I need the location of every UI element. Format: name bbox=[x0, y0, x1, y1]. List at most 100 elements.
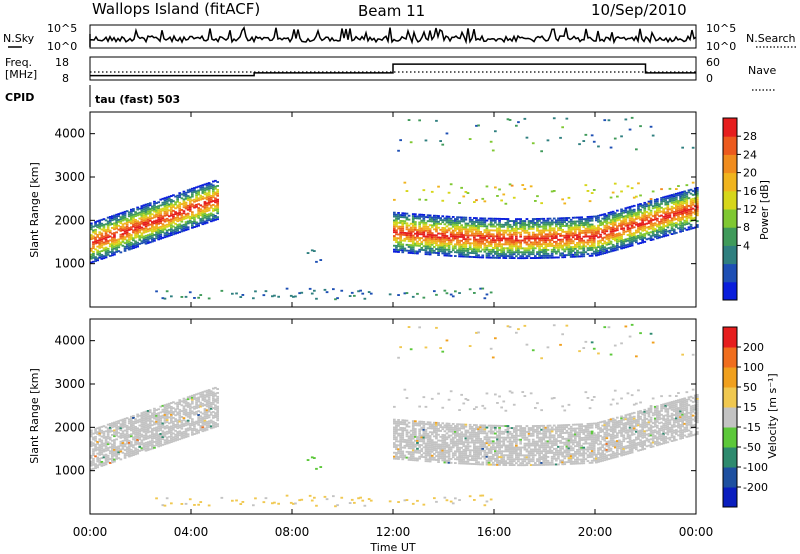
velocity-cell bbox=[416, 451, 419, 454]
velocity-cell bbox=[172, 420, 175, 423]
power-cell bbox=[506, 227, 510, 230]
power-cell bbox=[464, 234, 468, 237]
velocity-cell bbox=[203, 400, 207, 403]
power-cell bbox=[167, 221, 171, 223]
power-cell bbox=[207, 215, 211, 218]
power-cell bbox=[515, 226, 518, 228]
power-cell bbox=[186, 208, 190, 211]
power-cell bbox=[622, 244, 626, 247]
power-cell bbox=[630, 238, 634, 241]
velocity-cell bbox=[409, 348, 413, 351]
power-cell bbox=[687, 212, 691, 215]
power-cell bbox=[656, 223, 659, 226]
power-cell bbox=[696, 214, 699, 217]
power-cell bbox=[656, 213, 659, 216]
velocity-cell bbox=[203, 423, 207, 426]
power-cell bbox=[132, 215, 135, 218]
power-cell bbox=[454, 247, 457, 250]
power-cell bbox=[447, 219, 451, 222]
velocity-cell bbox=[193, 407, 196, 410]
velocity-cell bbox=[186, 413, 190, 416]
velocity-cell bbox=[428, 442, 432, 445]
power-cell bbox=[140, 228, 144, 231]
velocity-cell bbox=[108, 446, 112, 449]
velocity-cell bbox=[96, 464, 99, 467]
power-cell bbox=[125, 247, 129, 250]
power-cell bbox=[651, 222, 655, 225]
power-cell bbox=[155, 223, 158, 226]
power-cell bbox=[207, 201, 211, 204]
power-cell bbox=[430, 238, 434, 240]
power-cell bbox=[632, 208, 636, 211]
power-cell bbox=[399, 231, 402, 234]
power-cell bbox=[460, 239, 463, 242]
power-cell bbox=[645, 216, 649, 219]
power-cell bbox=[449, 231, 453, 234]
power-cell bbox=[527, 235, 531, 238]
velocity-cell bbox=[449, 450, 453, 453]
velocity-cell bbox=[151, 412, 154, 415]
power-cell bbox=[443, 223, 447, 226]
velocity-cell bbox=[159, 436, 163, 439]
velocity-cell bbox=[140, 423, 144, 426]
power-cell bbox=[195, 192, 198, 195]
velocity-cell bbox=[414, 420, 417, 423]
power-cell bbox=[416, 215, 419, 218]
velocity-cell bbox=[125, 454, 129, 457]
power-cell bbox=[586, 253, 590, 255]
power-cell bbox=[483, 229, 487, 232]
velocity-cell bbox=[148, 417, 152, 419]
power-cell bbox=[195, 223, 198, 226]
power-cell bbox=[407, 228, 411, 231]
velocity-cell bbox=[205, 395, 209, 398]
power-cell bbox=[393, 239, 396, 241]
velocity-cell bbox=[94, 467, 97, 469]
velocity-cell bbox=[422, 424, 426, 427]
power-cell bbox=[491, 233, 495, 236]
velocity-cell bbox=[445, 424, 449, 427]
power-cell bbox=[601, 252, 604, 255]
velocity-cell bbox=[451, 432, 455, 435]
power-cell bbox=[580, 218, 583, 221]
velocity-cell bbox=[182, 407, 186, 410]
velocity-cell bbox=[203, 419, 207, 422]
velocity-cell bbox=[454, 450, 457, 453]
power-cell bbox=[422, 219, 426, 222]
power-cell bbox=[140, 216, 144, 219]
power-cell bbox=[603, 215, 607, 217]
power-cell bbox=[502, 255, 506, 257]
power-cell bbox=[460, 253, 463, 256]
velocity-cell bbox=[294, 502, 297, 505]
power-cell bbox=[670, 225, 674, 228]
power-cell bbox=[115, 250, 118, 253]
power-cell bbox=[685, 193, 689, 196]
power-cell bbox=[620, 214, 623, 217]
velocity-cell bbox=[151, 430, 154, 432]
power-cell bbox=[184, 229, 188, 231]
velocity-cell bbox=[106, 447, 110, 449]
power-cell bbox=[693, 205, 697, 208]
velocity-cell bbox=[167, 422, 171, 425]
power-cell bbox=[441, 248, 445, 251]
power-cell bbox=[437, 240, 440, 243]
power-cell bbox=[586, 225, 590, 228]
power-cell bbox=[550, 219, 554, 222]
power-cell bbox=[414, 238, 417, 241]
velocity-cell bbox=[209, 411, 213, 414]
velocity-cell bbox=[111, 453, 114, 456]
power-cell bbox=[635, 214, 638, 216]
power-cell bbox=[212, 188, 215, 191]
power-cell bbox=[447, 252, 451, 255]
velocity-cell bbox=[395, 457, 398, 460]
power-cell bbox=[618, 224, 621, 227]
power-cell bbox=[113, 239, 116, 242]
velocity-cell bbox=[449, 434, 453, 437]
velocity-cell bbox=[405, 441, 409, 443]
power-cell bbox=[664, 203, 668, 206]
power-cell bbox=[325, 291, 329, 294]
velocity-cell bbox=[422, 434, 426, 437]
power-cell bbox=[685, 203, 689, 206]
power-cell bbox=[519, 257, 522, 260]
power-cell bbox=[157, 213, 160, 215]
power-cell bbox=[170, 232, 173, 234]
